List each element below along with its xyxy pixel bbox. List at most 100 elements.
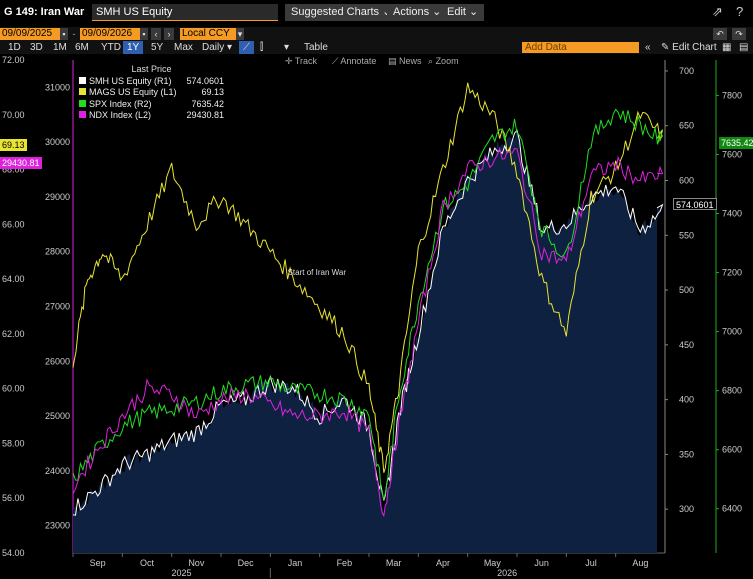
ticker-input[interactable]: SMH US Equity (92, 4, 278, 21)
legend-label: MAGS US Equity (L1) (89, 87, 177, 97)
y-tick-label-l1: 54.00 (2, 548, 25, 558)
actions-menu[interactable]: Actions ⌄ (387, 4, 448, 21)
chevron-down-icon[interactable]: ▾ (236, 28, 244, 40)
collapse-icon[interactable]: « (645, 42, 651, 53)
zoom-tool[interactable]: ⌕ Zoom (428, 56, 459, 67)
x-tick-label: Oct (140, 558, 155, 568)
range-1m[interactable]: 1M (53, 42, 67, 53)
range-1d[interactable]: 1D (8, 42, 21, 53)
y-tick-label-l1: 60.00 (2, 384, 25, 394)
news-tool[interactable]: ▤ News (388, 56, 422, 67)
chart-layout-icon[interactable]: ▦ (722, 42, 732, 53)
line-chart-icon[interactable]: ⟋ (239, 41, 254, 54)
y-tick-label-r2: 7400 (722, 209, 742, 219)
redo-icon[interactable]: ↷ (732, 28, 746, 40)
y-tick-label-l2: 26000 (45, 356, 70, 366)
undo-icon[interactable]: ↶ (713, 28, 727, 40)
currency-select[interactable]: Local CCY (180, 28, 236, 40)
legend-value: 574.0601 (186, 75, 224, 86)
x-year-label: 2026 (497, 568, 517, 578)
series-line-1 (72, 82, 663, 473)
start-date-input[interactable]: 09/09/2025 (0, 28, 60, 40)
series-area-0 (73, 129, 663, 553)
x-tick-label: Jan (288, 558, 303, 568)
y-tick-label-l1: 56.00 (2, 493, 25, 503)
range-ytd[interactable]: YTD (101, 42, 121, 53)
edit-label: Edit (447, 6, 466, 18)
x-tick-label: Aug (632, 558, 648, 568)
chevron-down-icon: ⌄ (469, 6, 479, 18)
y-tick-label-l1: 62.00 (2, 329, 25, 339)
zoom-label: Zoom (435, 56, 459, 66)
track-tool[interactable]: ✛ Track (285, 56, 317, 67)
add-data-input[interactable]: Add Data (522, 42, 639, 53)
zoom-icon: ⌕ (428, 56, 434, 66)
range-max[interactable]: Max (174, 42, 193, 53)
legend-label: SMH US Equity (R1) (89, 75, 172, 86)
legend-item-smh[interactable]: SMH US Equity (R1) 574.0601 (79, 76, 224, 88)
y-tick-label-r2: 7800 (722, 90, 742, 100)
more-options-icon[interactable]: ▾ (284, 42, 290, 53)
end-date-input[interactable]: 09/09/2026 (80, 28, 140, 40)
news-label: News (399, 56, 422, 66)
y-tick-label-r1: 600 (679, 176, 694, 186)
legend-item-mags[interactable]: MAGS US Equity (L1) 69.13 (79, 87, 224, 99)
y-tick-label-l1: 58.00 (2, 438, 25, 448)
legend-swatch (79, 99, 86, 107)
legend-swatch (79, 76, 86, 84)
x-tick-label: Nov (188, 558, 205, 568)
y-tick-label-r1: 650 (679, 121, 694, 131)
help-icon[interactable]: ? (736, 4, 744, 19)
actions-label: Actions (393, 6, 430, 18)
ndx-price-tag: 29430.81 (0, 157, 42, 169)
pencil-icon: ✎ (661, 42, 670, 53)
y-tick-label-r2: 7600 (722, 149, 742, 159)
edit-chart-label: Edit Chart (672, 42, 717, 53)
legend-value: 7635.42 (191, 98, 224, 109)
y-tick-label-r2: 6400 (722, 504, 742, 514)
crosshair-icon: ✛ (285, 56, 293, 66)
x-tick-label: Sep (90, 558, 106, 568)
y-tick-label-l2: 27000 (45, 302, 70, 312)
export-icon[interactable]: ⇗ (712, 4, 723, 19)
range-6m[interactable]: 6M (75, 42, 89, 53)
prev-period-button[interactable]: ‹ (151, 28, 161, 40)
grid-icon[interactable]: ▤ (739, 42, 749, 53)
y-tick-label-l2: 24000 (45, 466, 70, 476)
series-line-0 (72, 129, 664, 516)
smh-price-tag: 574.0601 (673, 198, 717, 210)
candlestick-icon[interactable]: ⫿ (260, 42, 264, 53)
edit-chart-button[interactable]: ✎ Edit Chart (657, 41, 721, 54)
frequency-select[interactable]: Daily ▾ (202, 42, 233, 53)
news-icon: ▤ (388, 56, 397, 66)
y-tick-label-l1: 64.00 (2, 274, 25, 284)
y-tick-label-r2: 6800 (722, 386, 742, 396)
x-tick-label: Mar (386, 558, 402, 568)
chevron-down-icon: ⌄ (382, 6, 391, 18)
x-tick-label: Feb (337, 558, 353, 568)
calendar-icon[interactable]: ▪ (60, 28, 68, 40)
x-tick-label: Jul (585, 558, 597, 568)
suggested-charts-menu[interactable]: Suggested Charts ⌄ (285, 4, 398, 21)
range-3d[interactable]: 3D (30, 42, 43, 53)
y-tick-label-r1: 300 (679, 504, 694, 514)
legend-value: 69.13 (201, 87, 224, 97)
table-button[interactable]: Table (304, 42, 328, 53)
calendar-icon[interactable]: ▪ (140, 28, 148, 40)
range-1y[interactable]: 1Y (123, 41, 144, 54)
range-5y[interactable]: 5Y (151, 42, 164, 53)
y-tick-label-l2: 23000 (45, 521, 70, 531)
annotate-icon: ⟋ (332, 56, 339, 66)
y-tick-label-l1: 66.00 (2, 219, 25, 229)
legend-label: SPX Index (R2) (89, 98, 152, 109)
x-year-label: 2025 (172, 568, 192, 578)
y-tick-label-l2: 28000 (45, 247, 70, 257)
legend-item-spx[interactable]: SPX Index (R2) 7635.42 (79, 99, 224, 111)
legend-label: NDX Index (L2) (89, 110, 152, 120)
annotate-tool[interactable]: ⟋ Annotate (332, 56, 376, 67)
edit-menu[interactable]: Edit ⌄ (441, 4, 485, 21)
next-period-button[interactable]: › (164, 28, 174, 40)
y-tick-label-l1: 70.00 (2, 110, 25, 120)
x-tick-label: May (484, 558, 502, 568)
legend-item-ndx[interactable]: NDX Index (L2) 29430.81 (79, 110, 224, 122)
